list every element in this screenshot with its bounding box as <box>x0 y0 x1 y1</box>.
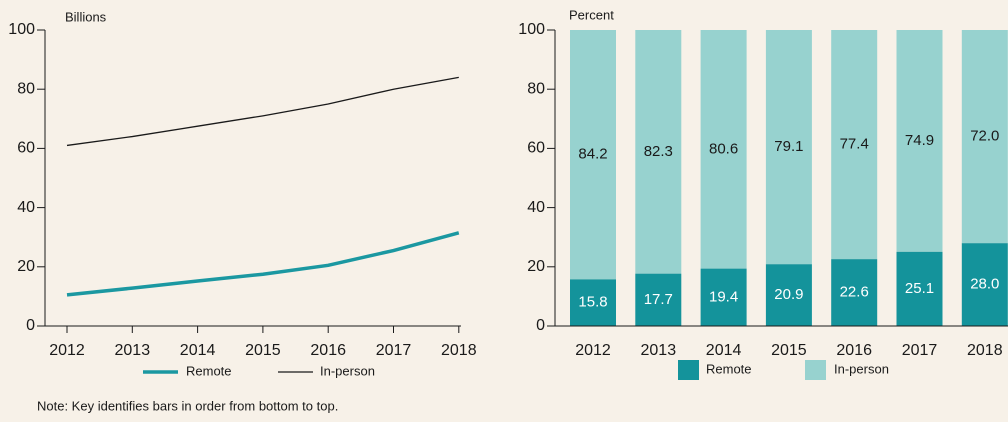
y-tick-label: 100 <box>8 21 35 38</box>
data-label: 22.6 <box>840 284 869 301</box>
data-label: 77.4 <box>840 136 869 153</box>
y-tick-label: 20 <box>527 258 545 275</box>
data-label: 74.9 <box>905 132 934 149</box>
bar-segment <box>570 279 616 326</box>
x-tick-label: 2014 <box>180 342 216 359</box>
legend-label: In-person <box>320 363 375 378</box>
x-tick-label: 2013 <box>641 342 677 359</box>
legend-label: Remote <box>186 363 232 378</box>
y-tick-label: 60 <box>17 140 35 157</box>
x-tick-label: 2013 <box>115 342 151 359</box>
bar-segment <box>831 30 878 260</box>
bar-segment <box>765 30 812 265</box>
bar-segment <box>635 273 682 326</box>
bar-segment <box>700 268 747 326</box>
x-tick-label: 2012 <box>49 342 85 359</box>
bar-segment <box>700 30 747 269</box>
y-tick-label: 20 <box>17 258 35 275</box>
bar-segment <box>765 264 812 326</box>
data-label: 82.3 <box>644 143 673 160</box>
legend-label: In-person <box>834 361 889 376</box>
legend-swatch <box>805 360 826 380</box>
x-tick-label: 2017 <box>376 342 412 359</box>
bar-segment <box>570 30 616 280</box>
y-tick-label: 40 <box>17 199 35 216</box>
line <box>66 76 459 147</box>
legend-swatch <box>678 360 699 380</box>
y-tick-label: 60 <box>527 140 545 157</box>
y-tick-label: 80 <box>17 80 35 97</box>
x-tick-label: 2017 <box>902 342 938 359</box>
data-label: 72.0 <box>970 128 999 145</box>
bar-segment <box>896 30 943 252</box>
note: Note: Key identifies bars in order from … <box>37 398 338 413</box>
x-tick-label: 2018 <box>441 342 477 359</box>
data-label: 80.6 <box>709 140 738 157</box>
y-tick-label: 0 <box>536 317 545 334</box>
y-axis-label: Percent <box>569 7 614 22</box>
bar-segment <box>896 251 943 326</box>
y-tick-label: 0 <box>26 317 35 334</box>
x-tick-label: 2012 <box>575 342 611 359</box>
bar-segment <box>635 30 682 274</box>
data-label: 19.4 <box>709 288 738 305</box>
y-tick-label: 80 <box>527 80 545 97</box>
data-label: 17.7 <box>644 291 673 308</box>
data-label: 84.2 <box>578 146 607 163</box>
y-axis-label: Billions <box>65 9 107 24</box>
x-tick-label: 2015 <box>771 342 807 359</box>
data-label: 79.1 <box>774 138 803 155</box>
bar-segment <box>831 259 878 326</box>
x-tick-label: 2016 <box>836 342 872 359</box>
bar-segment <box>961 30 1008 244</box>
data-label: 15.8 <box>578 294 607 311</box>
y-tick-label: 100 <box>518 21 545 38</box>
bar-segment <box>961 243 1008 326</box>
line <box>66 231 460 297</box>
x-tick-label: 2014 <box>706 342 742 359</box>
legend-label: Remote <box>706 361 752 376</box>
y-tick-label: 40 <box>527 199 545 216</box>
x-tick-label: 2016 <box>310 342 346 359</box>
x-tick-label: 2015 <box>245 342 281 359</box>
data-label: 20.9 <box>774 286 803 303</box>
x-tick-label: 2018 <box>967 342 1003 359</box>
data-label: 28.0 <box>970 276 999 293</box>
data-label: 25.1 <box>905 280 934 297</box>
